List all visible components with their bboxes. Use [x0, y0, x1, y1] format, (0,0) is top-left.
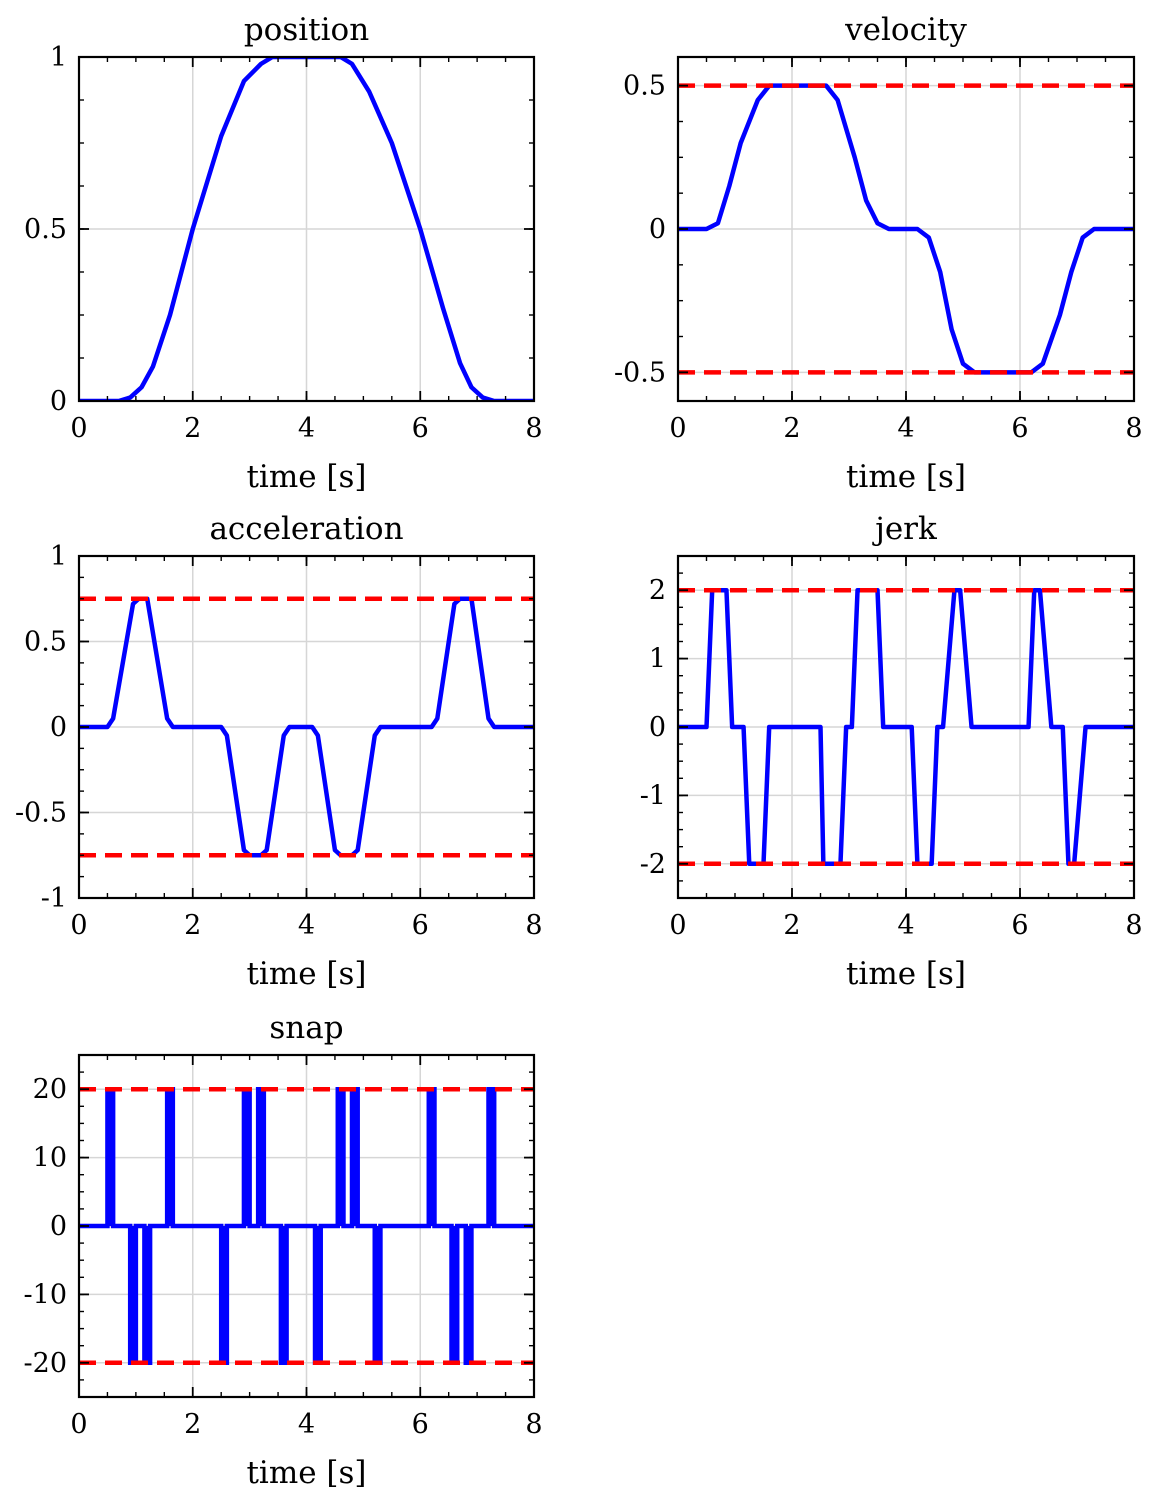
panel-position: 0 2 4 6 8 0 0.5 1 position time [s]	[24, 12, 543, 495]
series-line-jerk	[678, 587, 1134, 867]
x-axis-label: time [s]	[846, 459, 966, 495]
series-line-position	[79, 57, 534, 401]
panel-title: position	[244, 12, 369, 48]
x-tick-label: 2	[184, 1409, 201, 1440]
y-tick-label: 0	[50, 1211, 67, 1242]
y-tick-label: 0.5	[623, 71, 666, 102]
x-tick-label: 8	[525, 1409, 542, 1440]
x-tick-label: 4	[897, 413, 914, 444]
panel-snap: 0 2 4 6 8 -20 -10 0 10 20 snap time [s]	[24, 1010, 543, 1491]
snap-pulse	[374, 1226, 381, 1363]
y-tick-label: 0.5	[24, 627, 67, 658]
series-line-acceleration	[79, 596, 534, 858]
x-tick-label: 8	[1125, 910, 1142, 941]
y-tick-label: -1	[41, 883, 67, 914]
panel-title: acceleration	[209, 511, 403, 547]
x-axis-label: time [s]	[246, 956, 366, 992]
x-tick-label: 0	[70, 1409, 87, 1440]
y-tick-label: -10	[24, 1279, 67, 1310]
y-tick-label: 2	[649, 575, 666, 606]
snap-pulse	[243, 1089, 250, 1226]
snap-pulse	[280, 1226, 287, 1363]
x-tick-label: 6	[412, 1409, 429, 1440]
panel-title: snap	[269, 1010, 343, 1046]
y-tick-label: 10	[33, 1143, 67, 1174]
y-tick-label: -2	[640, 849, 666, 880]
snap-pulse	[107, 1089, 114, 1226]
y-tick-label: 0	[649, 712, 666, 743]
x-tick-label: 4	[298, 1409, 315, 1440]
snap-pulse	[130, 1226, 136, 1363]
snap-pulse	[337, 1089, 344, 1226]
panel-jerk: 0 2 4 6 8 -2 -1 0 1 2 jerk time [s]	[640, 511, 1143, 992]
x-tick-label: 4	[298, 910, 315, 941]
x-tick-label: 4	[298, 413, 315, 444]
y-tick-label: -20	[24, 1348, 67, 1379]
x-tick-label: 0	[669, 413, 686, 444]
y-tick-label: 0	[50, 712, 67, 743]
x-tick-label: 2	[184, 910, 201, 941]
panel-title: velocity	[844, 12, 967, 48]
x-tick-label: 6	[412, 910, 429, 941]
snap-pulse	[451, 1226, 458, 1363]
snap-pulse	[488, 1089, 495, 1226]
x-tick-label: 6	[1011, 413, 1028, 444]
x-axis-label: time [s]	[246, 459, 366, 495]
x-tick-label: 0	[669, 910, 686, 941]
x-tick-label: 2	[783, 413, 800, 444]
snap-pulse	[465, 1226, 472, 1363]
snap-pulse	[144, 1226, 151, 1363]
snap-pulse	[352, 1089, 358, 1226]
y-tick-label: 0	[649, 214, 666, 245]
x-tick-label: 0	[70, 910, 87, 941]
snap-pulse	[167, 1089, 173, 1226]
x-tick-label: 2	[783, 910, 800, 941]
snap-pulse	[221, 1226, 227, 1363]
x-tick-label: 8	[525, 910, 542, 941]
snap-pulse	[428, 1089, 435, 1226]
snap-pulse	[315, 1226, 321, 1363]
snap-pulse	[258, 1089, 264, 1226]
y-tick-label: 1	[649, 644, 666, 675]
panel-acceleration: 0 2 4 6 8 -1 -0.5 0 0.5 1 acceleration time [s]	[15, 511, 543, 992]
y-tick-label: 0.5	[24, 214, 67, 245]
y-tick-label: -0.5	[614, 357, 666, 388]
series-line-velocity	[678, 83, 1134, 375]
y-tick-label: 0	[50, 386, 67, 417]
panel-title: jerk	[872, 511, 937, 547]
x-axis-label: time [s]	[846, 956, 966, 992]
y-tick-label: 1	[50, 541, 67, 572]
x-tick-label: 8	[1125, 413, 1142, 444]
y-tick-label: -0.5	[15, 798, 67, 829]
x-axis-label: time [s]	[246, 1455, 366, 1491]
x-tick-label: 2	[184, 413, 201, 444]
y-tick-label: -1	[640, 780, 666, 811]
y-tick-label: 1	[50, 42, 67, 73]
x-tick-label: 8	[525, 413, 542, 444]
y-tick-label: 20	[33, 1074, 67, 1105]
x-tick-label: 0	[70, 413, 87, 444]
x-tick-label: 6	[412, 413, 429, 444]
x-tick-label: 6	[1011, 910, 1028, 941]
x-tick-label: 4	[897, 910, 914, 941]
